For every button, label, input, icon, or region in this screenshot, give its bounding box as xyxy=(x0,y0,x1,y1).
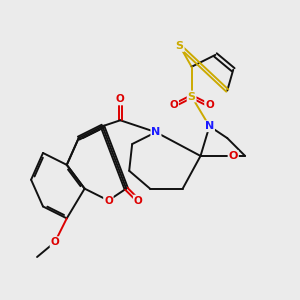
Text: O: O xyxy=(205,100,214,110)
Text: O: O xyxy=(169,100,178,110)
Text: N: N xyxy=(205,121,214,131)
Text: O: O xyxy=(50,237,59,247)
Text: O: O xyxy=(229,151,238,161)
Text: O: O xyxy=(104,196,113,206)
Text: S: S xyxy=(176,41,184,51)
Text: S: S xyxy=(188,92,196,101)
Text: O: O xyxy=(134,196,142,206)
Text: O: O xyxy=(116,94,125,104)
Text: N: N xyxy=(151,127,160,137)
